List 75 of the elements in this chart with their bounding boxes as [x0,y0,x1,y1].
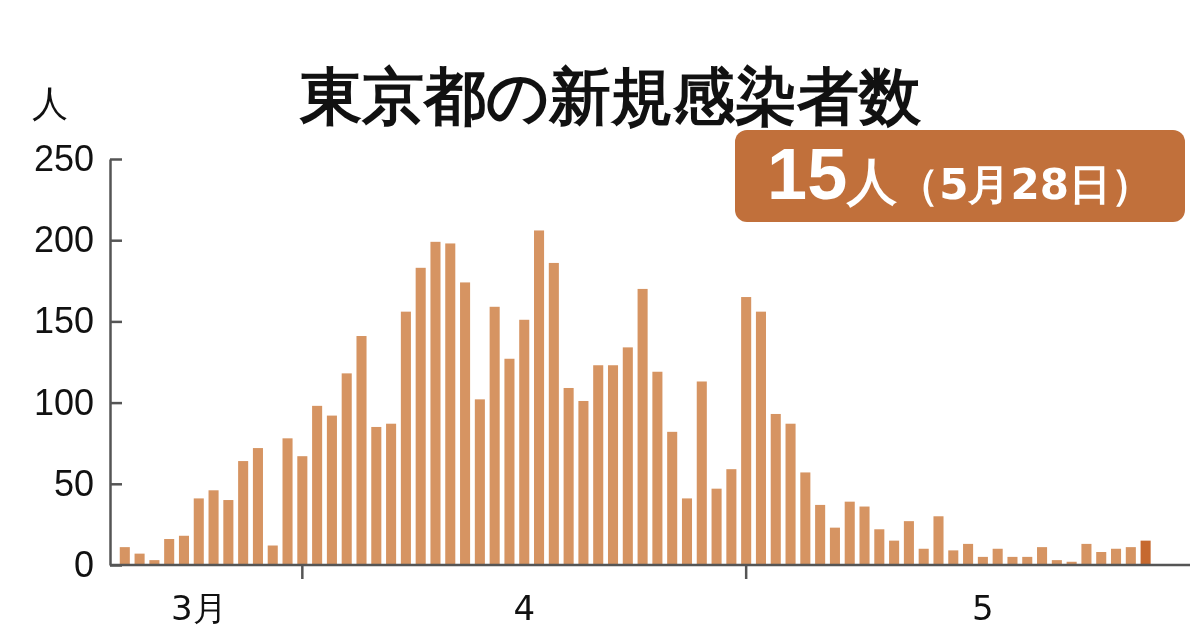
bar [785,423,796,565]
bar [1096,552,1107,565]
bar [208,490,219,565]
bar [1111,548,1122,565]
y-tick-label: 200 [33,219,94,261]
bar [356,336,367,565]
bar [282,438,293,565]
bar [800,472,811,565]
bar [829,527,840,565]
bar [267,545,278,565]
annotation: 15人（5月28日） [767,134,1153,214]
bar [741,297,752,565]
bar [474,399,485,565]
bar [918,548,929,565]
bar [711,488,722,565]
bar [489,306,500,565]
bar [460,282,471,565]
bar [770,413,781,565]
bar [312,405,323,565]
bar [504,358,515,565]
bar [578,400,589,565]
x-tick-label: 3月 [170,588,227,628]
bar [622,347,633,565]
bar [415,267,426,565]
bar [534,230,545,565]
bar [815,504,826,565]
bar [874,529,885,565]
y-axis-title: 人 [32,83,68,124]
bar [726,469,737,565]
bar [696,381,707,565]
bar [948,550,959,565]
bar [371,426,382,565]
bar [238,461,249,565]
bar [519,319,530,565]
bar [1140,540,1151,565]
bar [593,365,604,565]
y-tick-label: 150 [33,300,94,342]
x-tick-label: 5 [972,588,994,628]
bar [859,506,870,565]
bar [297,456,308,565]
bar [193,498,204,565]
x-tick-label: 4 [513,588,536,628]
bar [178,535,189,565]
y-tick-label: 250 [33,138,94,180]
bar [119,547,130,565]
bar [252,448,263,565]
bar [548,262,559,565]
bar [386,423,397,565]
y-tick-label: 50 [53,462,94,504]
y-tick-label: 100 [33,381,94,423]
bar [223,500,234,565]
bar [903,521,914,565]
chart-title: 東京都の新規感染者数 [298,60,922,133]
bar [844,501,855,565]
bar [963,543,974,565]
bar [400,311,411,565]
bar [1081,543,1092,565]
bar [341,373,352,565]
bar [667,431,678,565]
bar [326,415,337,565]
bar [1125,547,1136,565]
bar [607,365,619,565]
bar [652,371,663,565]
bar [445,243,456,565]
bar [430,241,441,565]
bar [755,311,766,565]
bar [889,540,900,565]
bar [164,539,175,565]
bar [681,498,693,565]
bar [992,548,1003,565]
bar [1037,547,1048,565]
bar [933,516,944,565]
y-tick-label: 0 [73,544,94,586]
bar [637,288,648,565]
bar [563,387,574,565]
